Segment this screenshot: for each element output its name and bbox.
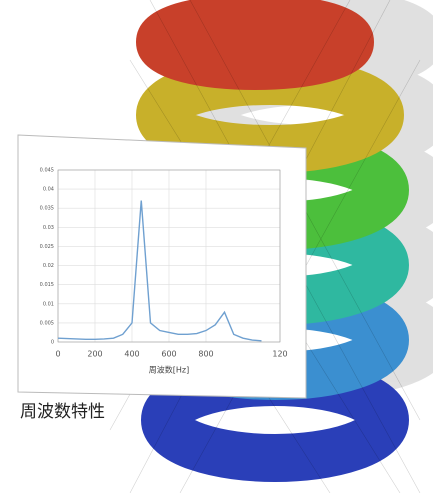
caption: 周波数特性 xyxy=(20,402,105,422)
y-tick-label: 0.035 xyxy=(40,206,54,212)
y-tick-label: 0.04 xyxy=(43,187,54,193)
x-tick-label: 200 xyxy=(87,350,102,359)
chart: 0 0.005 0.01 0.015 0.02 0.025 0.03 0.035 0.04 0.0… xyxy=(40,168,288,375)
chart-panel xyxy=(17,134,307,399)
y-tick-label: 0.005 xyxy=(40,320,54,326)
x-tick-label: 600 xyxy=(161,350,176,359)
y-tick-label: 0.015 xyxy=(40,282,54,288)
plot-frame xyxy=(57,169,281,343)
x-axis-label: 周波数[Hz] xyxy=(149,365,189,375)
x-tick-label: 120 xyxy=(272,350,287,359)
x-tick-label: 0 xyxy=(55,350,60,359)
y-tick-label: 0.01 xyxy=(43,301,54,307)
y-tick-label: 0.03 xyxy=(43,225,54,231)
line-series xyxy=(57,200,262,342)
y-tick-label: 0.02 xyxy=(43,263,54,269)
x-tick-label: 400 xyxy=(124,350,139,359)
y-tick-label: 0.045 xyxy=(40,168,54,174)
y-tick-label: 0 xyxy=(51,340,54,346)
x-tick-label: 800 xyxy=(198,350,213,359)
y-tick-label: 0.025 xyxy=(40,244,54,250)
